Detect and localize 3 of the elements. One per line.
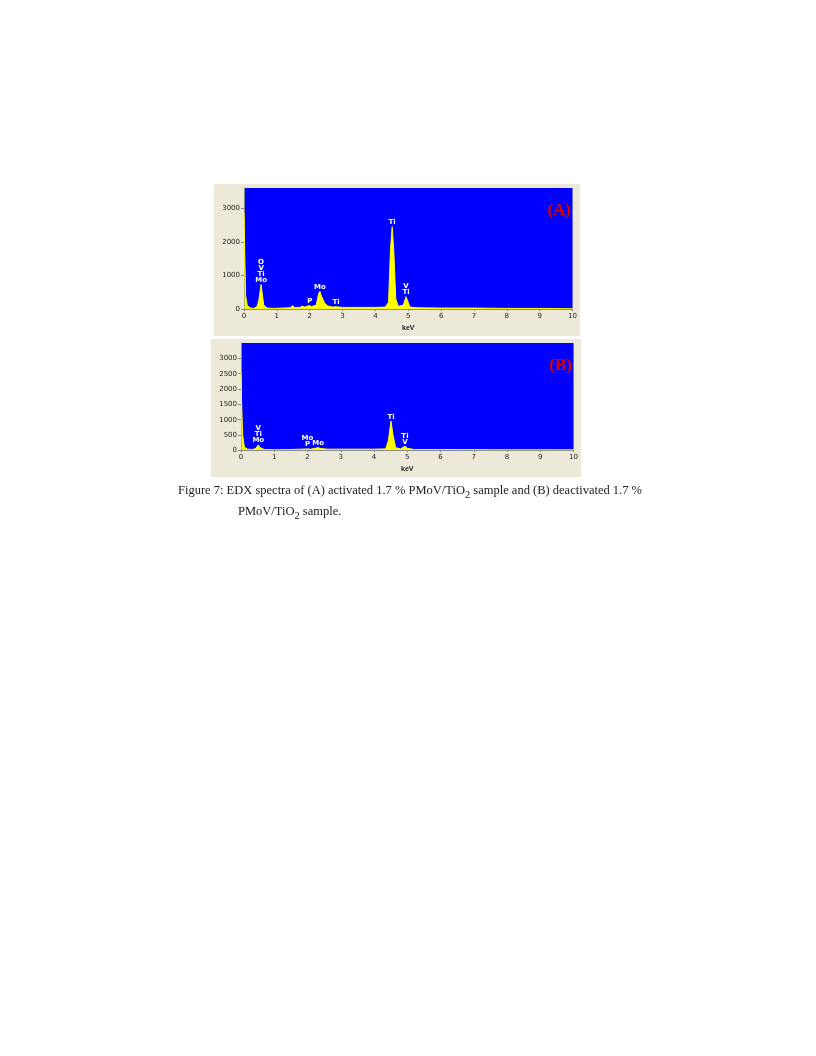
text: (B) xyxy=(549,355,573,374)
text: Figure 7: EDX spectra of (A) activated 1.7 % PMoV/TiO$_{2}$ sample and (B) deactivated 1.7 % PMoV/TiO$_{2}$ sample. xyxy=(178,483,643,520)
text: (A) xyxy=(547,200,572,219)
